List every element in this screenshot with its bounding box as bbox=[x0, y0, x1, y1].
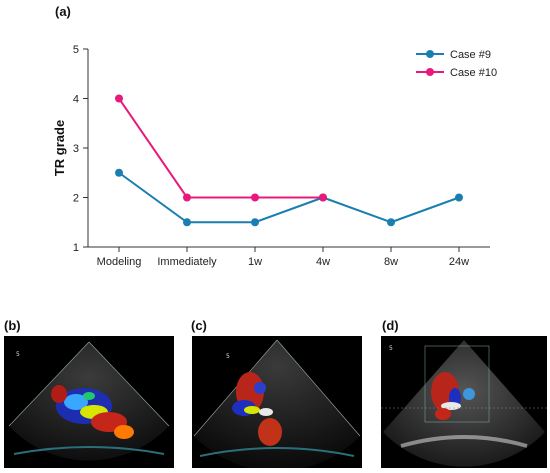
panel-d-label: (d) bbox=[382, 318, 399, 333]
tr-grade-line-chart: 1 2 3 4 5 Modeling Immediately 1w 4w 8w 24w TR grad… bbox=[52, 44, 497, 268]
y-tick-label: 2 bbox=[73, 193, 79, 205]
panel-a-label: (a) bbox=[55, 4, 71, 19]
chart-series bbox=[115, 94, 463, 227]
echo-image-c: 5 bbox=[192, 336, 362, 468]
x-tick-label: Immediately bbox=[157, 256, 217, 268]
series-1-point bbox=[387, 218, 395, 227]
x-tick-label: Modeling bbox=[97, 256, 142, 268]
series-1-point bbox=[115, 168, 123, 177]
x-tick-label: 1w bbox=[248, 256, 262, 268]
y-tick-label: 4 bbox=[73, 94, 79, 106]
series-1-point bbox=[455, 193, 463, 202]
series-1-point bbox=[251, 218, 259, 227]
y-tick-label: 1 bbox=[73, 242, 79, 254]
echo-image-b: 5 bbox=[4, 336, 174, 468]
x-tick-label: 4w bbox=[316, 256, 330, 268]
legend-marker-2 bbox=[426, 68, 434, 76]
series-line-1 bbox=[118, 171, 460, 224]
chart-legend: Case #9 Case #10 bbox=[416, 49, 497, 79]
legend-marker-1 bbox=[426, 50, 434, 58]
series-2-point bbox=[319, 193, 327, 202]
legend-label-1: Case #9 bbox=[450, 49, 491, 61]
echo-b-scale-mark: 5 bbox=[16, 351, 20, 358]
series-1-point bbox=[183, 218, 191, 227]
panel-c-label: (c) bbox=[191, 318, 207, 333]
series-line-2 bbox=[118, 97, 323, 199]
legend-label-2: Case #10 bbox=[450, 67, 497, 79]
x-tick-label: 8w bbox=[384, 256, 398, 268]
series-2-point bbox=[115, 94, 123, 103]
x-tick-label: 24w bbox=[449, 256, 469, 268]
echo-d-scale-mark: 5 bbox=[389, 345, 393, 352]
panel-b-label: (b) bbox=[4, 318, 21, 333]
series-2-point bbox=[251, 193, 259, 202]
y-tick-label: 5 bbox=[73, 44, 79, 56]
y-tick-label: 3 bbox=[73, 143, 79, 155]
echo-image-d: 5 bbox=[381, 336, 547, 468]
chart-axes: 1 2 3 4 5 Modeling Immediately 1w 4w 8w 24w TR grad… bbox=[52, 44, 490, 268]
series-2-point bbox=[183, 193, 191, 202]
echo-c-scale-mark: 5 bbox=[226, 353, 230, 360]
y-axis-label: TR grade bbox=[52, 120, 67, 176]
